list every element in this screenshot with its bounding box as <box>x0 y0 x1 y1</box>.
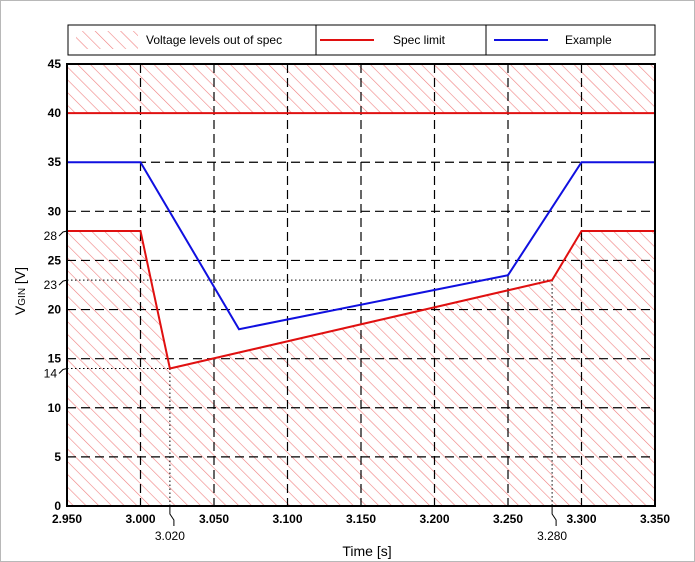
y-tick-label: 40 <box>48 106 62 120</box>
legend-label-spec-limit: Spec limit <box>393 33 446 47</box>
y-tick-label: 0 <box>54 499 61 513</box>
x-axis-title: Time [s] <box>342 543 391 559</box>
y-tick-label: 25 <box>48 253 62 267</box>
series-spec-limit <box>67 229 655 370</box>
x-callout-label: 3.280 <box>537 529 567 543</box>
y-callout-leader <box>58 230 68 237</box>
series-lines <box>67 112 655 370</box>
y-callout-label: 23 <box>44 278 58 292</box>
x-tick-label: 3.250 <box>493 512 523 526</box>
x-tick-label: 3.200 <box>419 512 449 526</box>
y-callout-label: 14 <box>44 366 58 380</box>
legend-label-out-of-spec: Voltage levels out of spec <box>146 33 282 47</box>
legend-hatch-swatch <box>76 31 138 49</box>
y-callout-leader <box>58 279 68 286</box>
x-tick-labels: 2.950 3.000 3.050 3.100 3.150 3.200 3.250 3.300… <box>52 512 670 526</box>
x-tick-label: 2.950 <box>52 512 82 526</box>
legend-label-example: Example <box>565 33 612 47</box>
y-tick-label: 45 <box>48 57 62 71</box>
y-callout-leader <box>58 368 68 374</box>
x-tick-label: 3.300 <box>566 512 596 526</box>
x-tick-label: 3.000 <box>125 512 155 526</box>
x-callout-leader <box>169 506 175 526</box>
out-of-spec-regions <box>67 64 655 506</box>
y-tick-labels: 0 5 10 15 20 25 30 35 40 45 <box>48 57 62 513</box>
legend: Voltage levels out of spec Spec limit Ex… <box>67 24 656 56</box>
x-tick-label: 3.100 <box>272 512 302 526</box>
x-tick-label: 3.050 <box>199 512 229 526</box>
y-tick-label: 30 <box>48 204 62 218</box>
y-tick-label: 5 <box>54 450 61 464</box>
series-example <box>67 161 655 331</box>
y-axis-title: VGIN [V] <box>12 267 28 315</box>
x-callout-label: 3.020 <box>155 529 185 543</box>
lower-out-of-spec-region <box>67 230 655 506</box>
y-tick-label: 15 <box>48 352 62 366</box>
x-tick-label: 3.350 <box>640 512 670 526</box>
y-callout-label: 28 <box>44 229 58 243</box>
y-tick-label: 10 <box>48 401 62 415</box>
plot-area-border <box>66 63 656 507</box>
x-callout-leader <box>551 506 557 526</box>
y-tick-label: 20 <box>48 303 62 317</box>
value-callouts: 28 23 14 3.020 3.280 <box>44 229 568 543</box>
y-tick-label: 35 <box>48 155 62 169</box>
x-tick-label: 3.150 <box>346 512 376 526</box>
callout-guides <box>67 279 553 506</box>
